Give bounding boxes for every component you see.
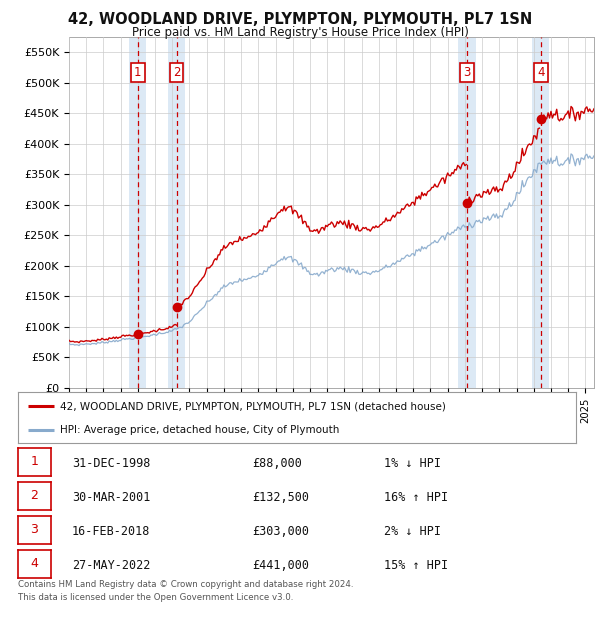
Text: 2: 2 [173, 66, 181, 79]
Text: £88,000: £88,000 [252, 457, 302, 470]
Text: 2: 2 [31, 489, 38, 502]
Bar [532, 37, 550, 387]
Bar [458, 37, 476, 387]
Text: HPI: Average price, detached house, City of Plymouth: HPI: Average price, detached house, City… [60, 425, 339, 435]
Text: 4: 4 [537, 66, 545, 79]
Text: £441,000: £441,000 [252, 559, 309, 572]
Text: 1% ↓ HPI: 1% ↓ HPI [384, 457, 441, 470]
Text: 2% ↓ HPI: 2% ↓ HPI [384, 525, 441, 538]
Text: 31-DEC-1998: 31-DEC-1998 [72, 457, 151, 470]
Text: Price paid vs. HM Land Registry's House Price Index (HPI): Price paid vs. HM Land Registry's House … [131, 26, 469, 39]
Text: Contains HM Land Registry data © Crown copyright and database right 2024.: Contains HM Land Registry data © Crown c… [18, 580, 353, 589]
Text: This data is licensed under the Open Government Licence v3.0.: This data is licensed under the Open Gov… [18, 593, 293, 603]
Bar [129, 37, 146, 387]
Text: £132,500: £132,500 [252, 491, 309, 504]
Bar [168, 37, 185, 387]
Text: 1: 1 [31, 455, 38, 468]
Text: 1: 1 [134, 66, 142, 79]
Text: 15% ↑ HPI: 15% ↑ HPI [384, 559, 448, 572]
Text: 3: 3 [463, 66, 470, 79]
Text: £303,000: £303,000 [252, 525, 309, 538]
Text: 42, WOODLAND DRIVE, PLYMPTON, PLYMOUTH, PL7 1SN: 42, WOODLAND DRIVE, PLYMPTON, PLYMOUTH, … [68, 12, 532, 27]
Text: 4: 4 [31, 557, 38, 570]
Text: 16-FEB-2018: 16-FEB-2018 [72, 525, 151, 538]
Text: 3: 3 [31, 523, 38, 536]
Text: 27-MAY-2022: 27-MAY-2022 [72, 559, 151, 572]
Text: 30-MAR-2001: 30-MAR-2001 [72, 491, 151, 504]
Text: 16% ↑ HPI: 16% ↑ HPI [384, 491, 448, 504]
Text: 42, WOODLAND DRIVE, PLYMPTON, PLYMOUTH, PL7 1SN (detached house): 42, WOODLAND DRIVE, PLYMPTON, PLYMOUTH, … [60, 401, 446, 411]
